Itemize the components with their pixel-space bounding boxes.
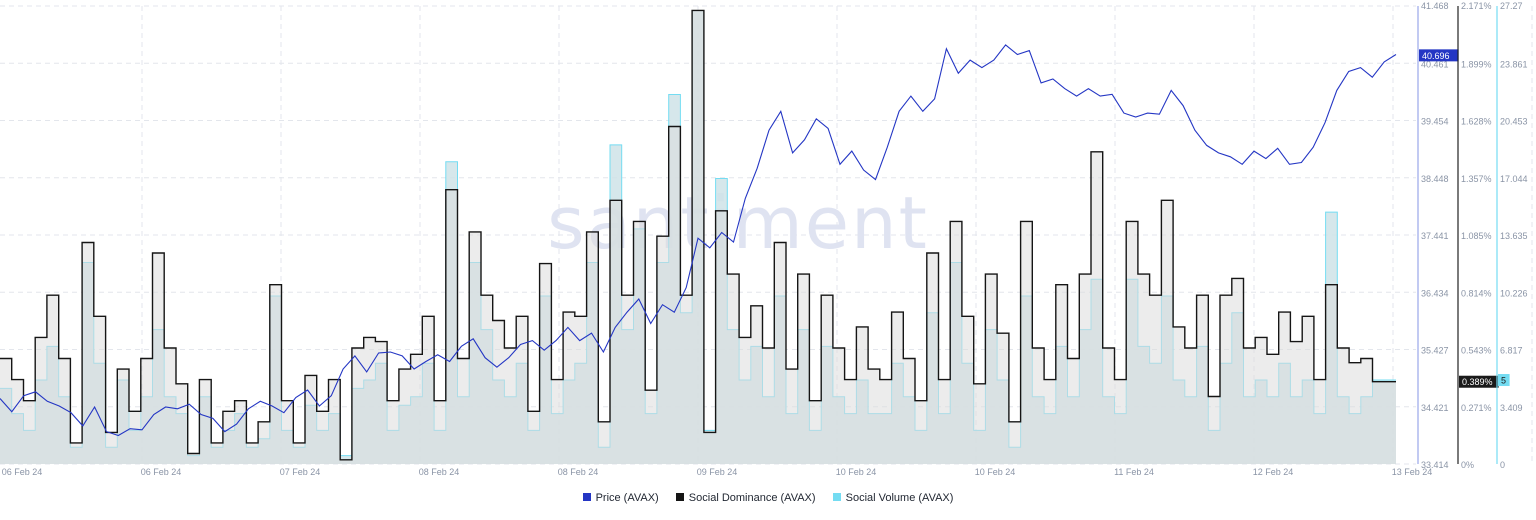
x-axis-tick: 06 Feb 24 — [2, 467, 43, 477]
dominance-current-value: 0.389% — [1462, 377, 1493, 387]
legend-label-social-dominance: Social Dominance (AVAX) — [688, 492, 816, 504]
dominance-current-badge — [1459, 375, 1499, 388]
x-axis-tick: 09 Feb 24 — [697, 467, 738, 477]
volume-axis-tick: 27.27 — [1500, 1, 1523, 11]
price-series — [0, 44, 1397, 437]
x-axis-tick: 12 Feb 24 — [1253, 467, 1294, 477]
price-line — [0, 44, 1397, 437]
price-axis-tick: 37.441 — [1421, 231, 1449, 241]
x-axis-tick: 10 Feb 24 — [975, 467, 1016, 477]
volume-axis-tick: 10.226 — [1500, 288, 1528, 298]
dominance-axis-tick: 0.271% — [1461, 403, 1492, 413]
legend-label-social-volume: Social Volume (AVAX) — [845, 492, 954, 504]
volume-axis-tick: 23.861 — [1500, 59, 1528, 69]
santiment-watermark: santiment — [547, 181, 929, 265]
price-axis-tick: 40.461 — [1421, 59, 1449, 69]
volume-current-value: 5 — [1501, 376, 1506, 386]
legend-swatch-social-dominance — [675, 493, 684, 501]
dominance-axis-tick: 0.543% — [1461, 346, 1492, 356]
dominance-axis-tick: 0% — [1461, 460, 1474, 470]
volume-axis-tick: 13.635 — [1500, 231, 1528, 241]
x-axis-ticks: 06 Feb 24 06 Feb 24 07 Feb 24 08 Feb 24 08 F… — [2, 467, 1433, 477]
price-axis-tick: 39.454 — [1421, 117, 1449, 127]
volume-axis-tick: 3.409 — [1500, 403, 1523, 413]
legend-item-price[interactable]: Price (AVAX) — [582, 492, 659, 504]
x-axis-tick: 10 Feb 24 — [836, 467, 877, 477]
social-dominance-area — [0, 10, 1396, 465]
chart-legend: Price (AVAX) Social Dominance (AVAX) Soc… — [0, 492, 1536, 504]
volume-axis-tick: 6.817 — [1500, 346, 1523, 356]
legend-item-social-dominance[interactable]: Social Dominance (AVAX) — [675, 492, 816, 504]
volume-axis-tick: 17.044 — [1500, 174, 1528, 184]
price-axis-tick: 36.434 — [1421, 288, 1449, 298]
axes: 41.468 40.461 39.454 38.448 37.441 36.434 35.4… — [1417, 1, 1528, 470]
price-axis-tick: 41.468 — [1421, 1, 1449, 11]
dominance-axis-tick: 1.899% — [1461, 59, 1492, 69]
x-axis-tick: 07 Feb 24 — [280, 467, 321, 477]
legend-item-social-volume[interactable]: Social Volume (AVAX) — [832, 492, 954, 504]
dominance-axis-tick: 2.171% — [1461, 1, 1492, 11]
price-current-badge — [1419, 49, 1459, 62]
dominance-axis-tick: 1.085% — [1461, 231, 1492, 241]
volume-current-badge — [1498, 374, 1510, 387]
x-axis-tick: 11 Feb 24 — [1114, 467, 1154, 477]
social-dominance-series — [0, 9, 1396, 465]
x-axis-tick: 13 Feb 24 — [1392, 467, 1433, 477]
dominance-axis-tick: 1.357% — [1461, 174, 1492, 184]
legend-swatch-social-volume — [832, 493, 841, 501]
dominance-axis-tick: 0.814% — [1461, 288, 1492, 298]
social-dominance-line — [0, 9, 1396, 461]
volume-axis-tick: 0 — [1500, 460, 1505, 470]
legend-swatch-price — [582, 493, 591, 501]
legend-label-price: Price (AVAX) — [595, 492, 659, 504]
x-axis-tick: 08 Feb 24 — [419, 467, 460, 477]
price-axis-tick: 38.448 — [1421, 174, 1449, 184]
price-axis-tick: 35.427 — [1421, 346, 1449, 356]
price-axis-tick: 34.421 — [1421, 403, 1449, 413]
price-current-value: 40.696 — [1422, 51, 1450, 61]
dominance-axis-tick: 1.628% — [1461, 117, 1492, 127]
volume-axis-tick: 20.453 — [1500, 117, 1528, 127]
x-axis-tick: 06 Feb 24 — [141, 467, 182, 477]
chart-canvas: santiment 41.468 40.461 39.454 38.448 37.441… — [0, 1, 1533, 477]
price-axis-tick: 33.414 — [1421, 460, 1449, 470]
x-axis-tick: 08 Feb 24 — [558, 467, 599, 477]
